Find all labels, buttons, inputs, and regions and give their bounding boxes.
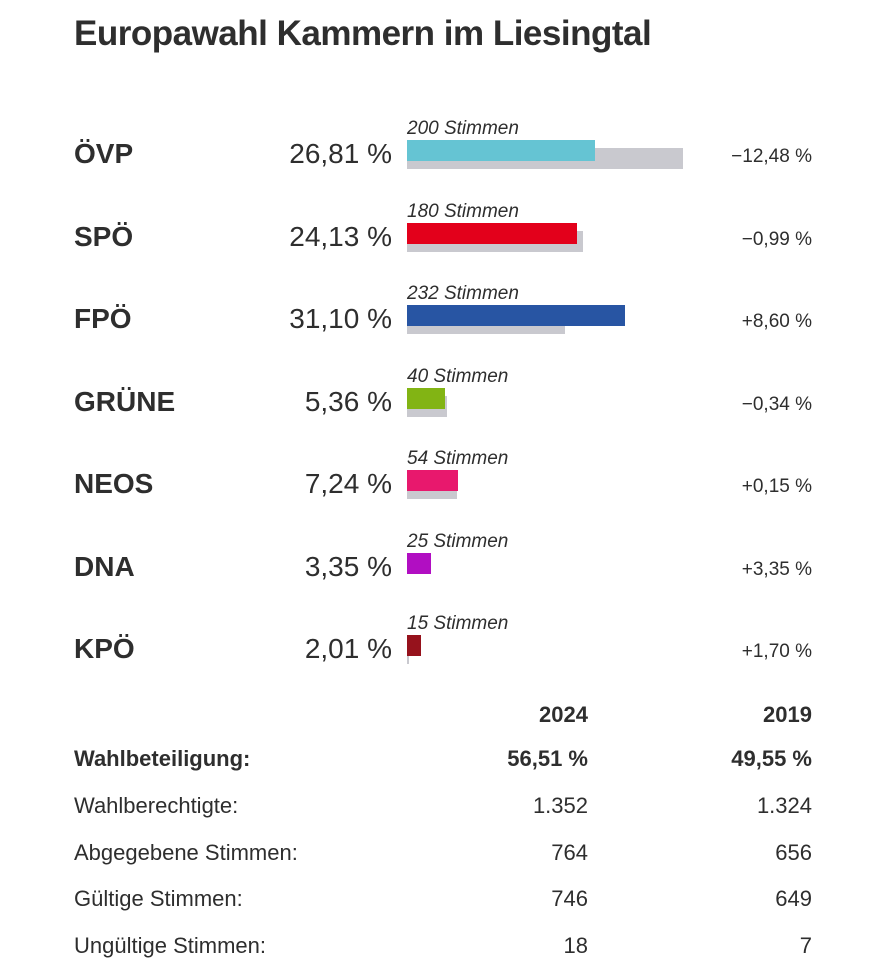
stats-label: Abgegebene Stimmen: [74,840,298,865]
change-label: −12,48 % [731,146,812,167]
party-percent: 31,10 % [289,303,392,334]
stats-row: Gültige Stimmen: 746 649 [0,886,875,926]
stats-year-current: 2024 [539,702,588,727]
stats-label: Wahlberechtigte: [74,793,239,818]
votes-label: 232 Stimmen [407,283,519,304]
party-percent: 3,35 % [304,551,392,582]
stats-row: Ungültige Stimmen: 18 7 [0,933,875,973]
party-row: DNA 3,35 % 25 Stimmen +3,35 % [0,531,875,611]
chart-title: Europawahl Kammern im Liesingtal [74,14,652,53]
party-row: KPÖ 2,01 % 15 Stimmen +1,70 % [0,613,875,693]
change-label: −0,99 % [741,229,812,250]
stats-label: Gültige Stimmen: [74,886,243,911]
party-name: NEOS [74,468,154,499]
stats-value-2019: 656 [775,840,812,865]
party-row: SPÖ 24,13 % 180 Stimmen −0,99 % [0,201,875,281]
party-name: GRÜNE [74,386,176,417]
stats-value-2024: 1.352 [532,793,588,818]
stats-value-2024: 18 [563,933,588,958]
stats-row: Wahlberechtigte: 1.352 1.324 [0,793,875,833]
votes-label: 54 Stimmen [407,448,509,469]
change-label: +8,60 % [741,311,812,332]
votes-label: 180 Stimmen [407,201,519,222]
party-percent: 5,36 % [304,386,392,417]
party-row: GRÜNE 5,36 % 40 Stimmen −0,34 % [0,366,875,446]
stats-row: Abgegebene Stimmen: 764 656 [0,840,875,880]
stats-year-previous: 2019 [763,702,812,727]
party-name: DNA [74,551,135,582]
votes-label: 25 Stimmen [407,531,509,552]
party-name: FPÖ [74,303,132,334]
stats-value-2024: 764 [551,840,588,865]
stats-label: Wahlbeteiligung: [74,746,251,771]
party-name: KPÖ [74,633,135,664]
bar-2024 [407,305,626,326]
stats-value-2019: 649 [775,886,812,911]
stats-row: Wahlbeteiligung: 56,51 % 49,55 % [0,746,875,786]
party-percent: 2,01 % [304,633,392,664]
party-row: ÖVP 26,81 % 200 Stimmen −12,48 % [0,118,875,198]
party-name: ÖVP [74,138,134,169]
stats-value-2024: 746 [551,886,588,911]
stats-value-2019: 49,55 % [731,746,812,771]
bar-2024 [407,635,422,656]
party-percent: 26,81 % [289,138,392,169]
stats-value-2019: 7 [799,933,812,958]
party-name: SPÖ [74,221,134,252]
stats-value-2019: 1.324 [756,793,812,818]
change-label: +1,70 % [741,641,812,662]
bar-2024 [407,223,577,244]
stats-label: Ungültige Stimmen: [74,933,266,958]
party-row: FPÖ 31,10 % 232 Stimmen +8,60 % [0,283,875,363]
stats-value-2024: 56,51 % [507,746,588,771]
votes-label: 200 Stimmen [407,118,519,139]
party-row: NEOS 7,24 % 54 Stimmen +0,15 % [0,448,875,528]
change-label: +0,15 % [741,476,812,497]
party-percent: 7,24 % [304,468,392,499]
bar-2024 [407,140,596,161]
party-percent: 24,13 % [289,221,392,252]
votes-label: 40 Stimmen [407,366,509,387]
change-label: −0,34 % [741,394,812,415]
bar-2024 [407,470,458,491]
bar-2024 [407,553,431,574]
change-label: +3,35 % [741,559,812,580]
bar-2024 [407,388,445,409]
votes-label: 15 Stimmen [407,613,509,634]
